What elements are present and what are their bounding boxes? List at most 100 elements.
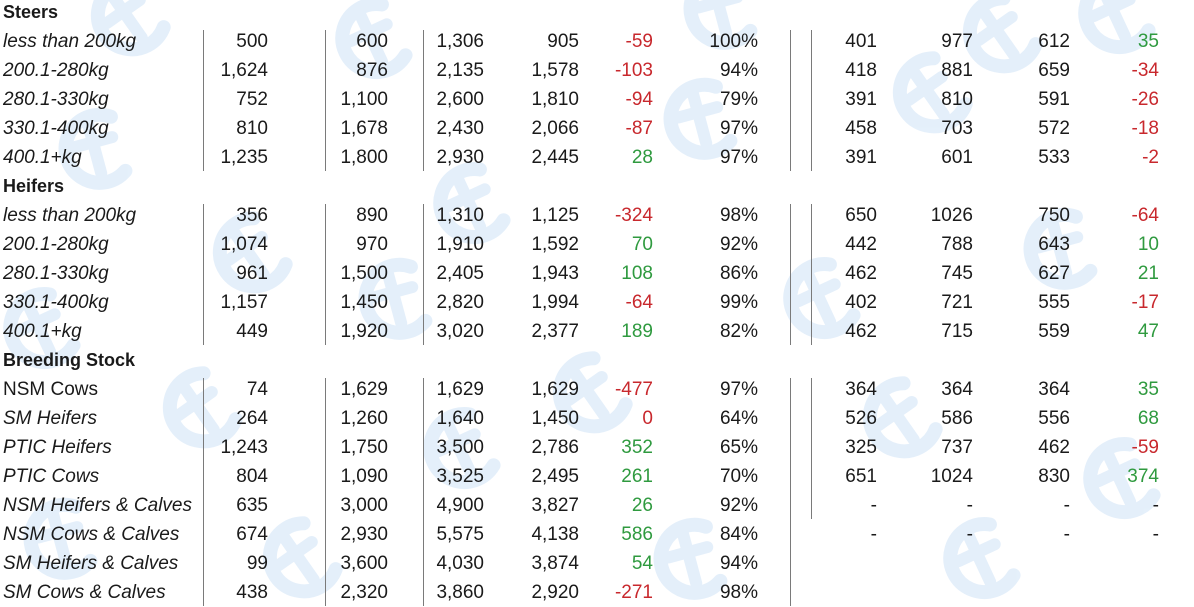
cell-r2: 364 — [941, 379, 973, 400]
cell-pct: 98% — [719, 582, 758, 603]
cell-chg: -477 — [614, 379, 653, 400]
row-label: less than 200kg — [3, 205, 137, 226]
column-divider — [203, 378, 204, 606]
cell-max: 4,030 — [436, 553, 484, 574]
cell-chg: -59 — [625, 31, 653, 52]
cell-max: 4,900 — [436, 495, 484, 516]
table-row: SM Cows & Calves 438 2,320 3,860 2,920 -271 98… — [0, 578, 1194, 607]
cell-r4: -2 — [1142, 147, 1159, 168]
column-divider — [423, 204, 424, 345]
column-divider — [203, 30, 204, 171]
cell-chg: 70 — [631, 234, 653, 255]
cell-min: 890 — [356, 205, 388, 226]
table-row: SM Heifers 264 1,260 1,640 1,450 0 64% 526 586 55… — [0, 404, 1194, 433]
cell-avg: 1,578 — [531, 60, 579, 81]
table-row: NSM Cows & Calves 674 2,930 5,575 4,138 586 84… — [0, 520, 1194, 549]
row-label: 330.1-400kg — [3, 118, 109, 139]
cell-head: 674 — [236, 524, 268, 545]
cell-r1: 391 — [845, 147, 877, 168]
cell-avg: 1,629 — [531, 379, 579, 400]
cell-r4: 21 — [1137, 263, 1159, 284]
cell-head: 961 — [236, 263, 268, 284]
cell-avg: 1,450 — [531, 408, 579, 429]
cell-min: 2,320 — [340, 582, 388, 603]
cell-r3: 830 — [1038, 466, 1070, 487]
cell-avg: 3,874 — [531, 553, 579, 574]
cell-r4: -17 — [1131, 292, 1159, 313]
cell-max: 2,600 — [436, 89, 484, 110]
row-label: SM Cows & Calves — [3, 582, 166, 603]
cell-chg: 261 — [621, 466, 653, 487]
cell-pct: 92% — [719, 495, 758, 516]
cell-chg: -103 — [614, 60, 653, 81]
section-title: Heifers — [3, 176, 65, 196]
column-divider — [811, 378, 812, 519]
cell-head: 804 — [236, 466, 268, 487]
section-header-row: Steers — [0, 0, 1194, 27]
cell-min: 1,090 — [340, 466, 388, 487]
cell-r4: -64 — [1131, 205, 1159, 226]
cell-r3: - — [1063, 524, 1070, 545]
row-label: SM Heifers & Calves — [3, 553, 179, 574]
cell-r4: -34 — [1131, 60, 1159, 81]
cell-r1: 418 — [845, 60, 877, 81]
cell-r2: 703 — [941, 118, 973, 139]
cell-r2: 881 — [941, 60, 973, 81]
cell-avg: 2,066 — [531, 118, 579, 139]
cell-head: 752 — [236, 89, 268, 110]
cell-r3: 555 — [1038, 292, 1070, 313]
cell-r2: 721 — [941, 292, 973, 313]
cell-pct: 99% — [719, 292, 758, 313]
cell-r4: 68 — [1137, 408, 1159, 429]
cell-chg: 108 — [621, 263, 653, 284]
cell-avg: 1,125 — [531, 205, 579, 226]
row-label: NSM Cows & Calves — [3, 524, 180, 545]
cell-chg: 352 — [621, 437, 653, 458]
cell-r3: - — [1063, 495, 1070, 516]
column-divider — [790, 204, 791, 345]
cell-r2: 788 — [941, 234, 973, 255]
cell-avg: 2,495 — [531, 466, 579, 487]
table-row: less than 200kg 356 890 1,310 1,125 -324 98% 65… — [0, 201, 1194, 230]
cell-max: 3,860 — [436, 582, 484, 603]
cell-r3: 750 — [1038, 205, 1070, 226]
cell-min: 876 — [356, 60, 388, 81]
column-divider — [790, 378, 791, 606]
cell-r2: - — [966, 495, 973, 516]
row-label: PTIC Cows — [3, 466, 100, 487]
cell-min: 1,260 — [340, 408, 388, 429]
row-label: less than 200kg — [3, 31, 137, 52]
cell-avg: 1,592 — [531, 234, 579, 255]
table-row: 400.1+kg 1,235 1,800 2,930 2,445 28 97% 391 601 5… — [0, 143, 1194, 172]
cell-head: 500 — [236, 31, 268, 52]
cell-min: 1,100 — [340, 89, 388, 110]
cell-r1: 442 — [845, 234, 877, 255]
cell-avg: 3,827 — [531, 495, 579, 516]
cell-r1: 458 — [845, 118, 877, 139]
cell-head: 1,624 — [220, 60, 268, 81]
cell-head: 264 — [236, 408, 268, 429]
cell-max: 1,306 — [436, 31, 484, 52]
cell-avg: 2,377 — [531, 321, 579, 342]
cell-head: 1,157 — [220, 292, 268, 313]
cell-r4: 35 — [1137, 379, 1159, 400]
cell-r3: 462 — [1038, 437, 1070, 458]
cell-r3: 364 — [1038, 379, 1070, 400]
cell-head: 99 — [246, 553, 268, 574]
cell-pct: 100% — [709, 31, 758, 52]
cell-pct: 98% — [719, 205, 758, 226]
cell-min: 1,800 — [340, 147, 388, 168]
cell-max: 1,640 — [436, 408, 484, 429]
cell-r1: 650 — [845, 205, 877, 226]
cell-r1: 462 — [845, 263, 877, 284]
cell-pct: 65% — [719, 437, 758, 458]
cell-max: 2,820 — [436, 292, 484, 313]
cell-chg: -94 — [625, 89, 653, 110]
cell-min: 1,678 — [340, 118, 388, 139]
cell-r1: 391 — [845, 89, 877, 110]
cell-r1: 526 — [845, 408, 877, 429]
cell-max: 3,020 — [436, 321, 484, 342]
row-label: SM Heifers — [3, 408, 97, 429]
row-label: 330.1-400kg — [3, 292, 109, 313]
